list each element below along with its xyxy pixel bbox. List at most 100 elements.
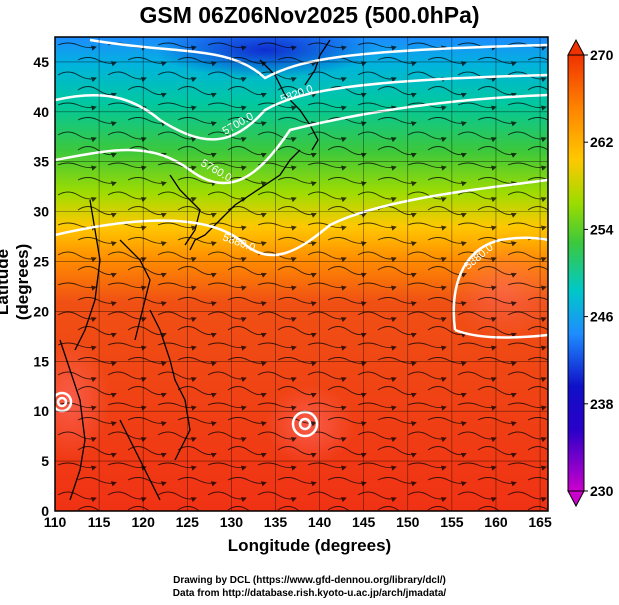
streamline xyxy=(277,206,317,218)
streamline xyxy=(407,462,447,471)
streamline xyxy=(457,251,497,263)
streamline xyxy=(77,297,117,307)
streamline xyxy=(327,177,367,187)
y-tick-label: 5 xyxy=(41,453,49,469)
streamline xyxy=(157,402,197,411)
streamline xyxy=(457,191,497,203)
streamline xyxy=(377,146,417,158)
x-tick-label: 150 xyxy=(396,514,420,530)
streamline xyxy=(407,342,447,351)
streamline xyxy=(257,462,297,471)
streamline xyxy=(527,117,548,121)
streamline xyxy=(327,117,367,127)
streamline xyxy=(127,177,167,187)
credit-data: Data from http://database.rish.kyoto-u.a… xyxy=(172,588,447,599)
streamline xyxy=(257,491,297,503)
y-tick-label: 15 xyxy=(33,353,49,369)
streamline xyxy=(77,237,117,247)
streamline xyxy=(477,117,517,127)
streamline xyxy=(57,42,97,51)
streamline xyxy=(377,237,417,247)
streamline xyxy=(377,117,417,127)
streamline xyxy=(107,342,147,351)
streamline xyxy=(277,386,317,398)
chart-title: GSM 06Z06Nov2025 (500.0hPa) xyxy=(139,2,480,28)
streamline xyxy=(527,357,548,361)
streamline xyxy=(57,311,97,323)
streamline xyxy=(477,326,517,338)
streamline xyxy=(107,71,147,83)
credit-drawing: Drawing by DCL (https://www.gfd-dennou.o… xyxy=(173,575,446,586)
streamline xyxy=(307,462,347,471)
y-tick-label: 45 xyxy=(33,54,49,70)
streamline xyxy=(207,371,247,383)
streamline xyxy=(327,266,367,278)
streamline xyxy=(427,446,467,458)
streamline xyxy=(57,162,97,171)
streamline xyxy=(157,251,197,263)
streamline xyxy=(407,431,447,443)
streamline xyxy=(57,402,97,411)
colorbar-tick-label: 246 xyxy=(590,309,614,325)
streamline xyxy=(177,177,217,187)
streamline xyxy=(407,251,447,263)
streamline xyxy=(377,446,417,458)
streamline xyxy=(427,326,467,338)
y-tick-label: 20 xyxy=(33,303,49,319)
streamline xyxy=(57,102,97,111)
streamline xyxy=(457,311,497,323)
streamline xyxy=(477,477,517,487)
streamline xyxy=(257,342,297,351)
streamline xyxy=(377,506,401,511)
colorbar-tick-label: 254 xyxy=(590,221,614,237)
streamline xyxy=(107,402,147,411)
streamline xyxy=(127,206,167,218)
streamline xyxy=(527,506,548,511)
streamline xyxy=(327,206,367,218)
streamline xyxy=(277,266,317,278)
streamline xyxy=(227,446,267,458)
streamline xyxy=(127,357,167,367)
streamline xyxy=(457,342,497,351)
streamline xyxy=(57,491,97,503)
streamline xyxy=(507,431,547,443)
y-tick-label: 0 xyxy=(41,503,49,519)
streamline xyxy=(257,311,297,323)
streamline xyxy=(407,371,447,383)
streamline xyxy=(227,477,267,487)
streamline xyxy=(507,342,547,351)
streamline xyxy=(507,282,547,291)
streamline xyxy=(227,386,267,398)
streamline xyxy=(327,417,367,427)
streamline xyxy=(77,57,117,67)
streamline xyxy=(507,251,547,263)
streamline xyxy=(377,326,417,338)
streamline xyxy=(177,357,217,367)
streamline xyxy=(307,282,347,291)
streamline xyxy=(57,251,97,263)
streamline xyxy=(257,282,297,291)
streamline xyxy=(407,402,447,411)
x-tick-label: 120 xyxy=(132,514,156,530)
streamline xyxy=(427,297,467,307)
streamline xyxy=(227,506,251,511)
streamline xyxy=(307,491,347,503)
streamline xyxy=(207,342,247,351)
streamline xyxy=(107,251,147,263)
streamline xyxy=(77,206,117,218)
x-tick-label: 145 xyxy=(352,514,376,530)
streamline xyxy=(507,191,547,203)
streamline xyxy=(157,491,197,503)
streamline xyxy=(407,191,447,203)
streamline xyxy=(57,371,97,383)
streamline xyxy=(277,237,317,247)
y-tick-label: 25 xyxy=(33,254,49,270)
streamline xyxy=(527,86,548,91)
streamline xyxy=(527,446,548,451)
streamline xyxy=(207,282,247,291)
streamline xyxy=(407,491,447,503)
streamline xyxy=(107,371,147,383)
streamline xyxy=(507,162,547,171)
x-tick-label: 160 xyxy=(484,514,508,530)
